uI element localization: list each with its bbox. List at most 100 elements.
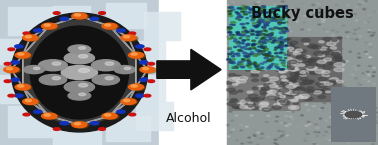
Circle shape: [255, 31, 258, 33]
Circle shape: [331, 10, 334, 11]
Circle shape: [259, 34, 262, 35]
Circle shape: [270, 62, 273, 63]
Circle shape: [355, 78, 358, 79]
Circle shape: [251, 99, 259, 102]
Circle shape: [238, 53, 248, 56]
Circle shape: [249, 47, 253, 49]
Circle shape: [283, 29, 286, 30]
Circle shape: [4, 67, 19, 72]
Circle shape: [296, 21, 299, 22]
Circle shape: [262, 37, 266, 38]
Circle shape: [18, 85, 24, 87]
Circle shape: [259, 53, 263, 54]
Circle shape: [282, 85, 290, 88]
Circle shape: [275, 64, 278, 65]
Circle shape: [233, 40, 237, 42]
Circle shape: [295, 95, 298, 96]
Circle shape: [117, 110, 125, 113]
Circle shape: [267, 90, 276, 93]
Circle shape: [322, 88, 330, 91]
Circle shape: [264, 71, 267, 72]
Circle shape: [268, 60, 272, 62]
Circle shape: [263, 54, 267, 56]
Circle shape: [246, 55, 249, 57]
Circle shape: [268, 74, 271, 75]
Circle shape: [316, 83, 321, 85]
FancyBboxPatch shape: [229, 40, 301, 111]
Circle shape: [283, 60, 285, 61]
Circle shape: [372, 122, 375, 123]
Circle shape: [273, 55, 278, 57]
Circle shape: [293, 94, 302, 97]
Circle shape: [239, 109, 242, 110]
Circle shape: [370, 35, 373, 36]
Circle shape: [322, 70, 330, 74]
Circle shape: [289, 97, 298, 101]
Circle shape: [292, 49, 301, 53]
Circle shape: [253, 49, 263, 53]
Circle shape: [243, 46, 247, 47]
Circle shape: [102, 113, 117, 119]
Circle shape: [283, 32, 286, 33]
Circle shape: [282, 27, 286, 29]
Circle shape: [244, 91, 247, 92]
Circle shape: [123, 99, 138, 105]
Circle shape: [25, 99, 40, 105]
Circle shape: [252, 41, 258, 43]
Circle shape: [326, 31, 329, 32]
Circle shape: [234, 64, 241, 66]
Circle shape: [236, 13, 240, 14]
Circle shape: [294, 71, 303, 75]
Circle shape: [255, 34, 258, 36]
Circle shape: [242, 43, 245, 44]
FancyBboxPatch shape: [278, 37, 342, 102]
Circle shape: [236, 34, 240, 35]
Circle shape: [280, 122, 284, 124]
Circle shape: [243, 53, 247, 54]
Circle shape: [270, 23, 273, 24]
Circle shape: [292, 17, 295, 19]
Circle shape: [345, 61, 349, 62]
Circle shape: [284, 16, 287, 17]
Circle shape: [284, 54, 287, 55]
Circle shape: [292, 93, 299, 95]
Circle shape: [358, 127, 361, 128]
Circle shape: [274, 83, 280, 85]
Circle shape: [373, 107, 376, 108]
Circle shape: [238, 50, 241, 51]
Circle shape: [6, 67, 21, 73]
Circle shape: [284, 29, 288, 30]
Circle shape: [323, 38, 332, 41]
Circle shape: [229, 91, 238, 94]
Circle shape: [312, 45, 321, 49]
Circle shape: [332, 50, 335, 51]
Circle shape: [363, 9, 366, 10]
Circle shape: [282, 44, 285, 45]
Circle shape: [228, 74, 236, 76]
Circle shape: [254, 15, 257, 17]
Circle shape: [262, 26, 266, 28]
Circle shape: [25, 99, 31, 102]
Circle shape: [364, 22, 367, 23]
Circle shape: [148, 80, 155, 83]
Circle shape: [274, 56, 277, 57]
Circle shape: [268, 77, 279, 81]
Circle shape: [318, 96, 325, 98]
Circle shape: [271, 27, 274, 28]
Circle shape: [273, 143, 276, 144]
Circle shape: [323, 72, 326, 74]
Circle shape: [43, 114, 59, 120]
Circle shape: [231, 56, 234, 57]
Circle shape: [240, 64, 243, 65]
Circle shape: [289, 45, 294, 47]
Circle shape: [278, 102, 285, 105]
Circle shape: [241, 143, 244, 144]
Circle shape: [365, 53, 368, 55]
Circle shape: [323, 103, 326, 104]
Circle shape: [235, 115, 238, 116]
Circle shape: [279, 71, 284, 73]
Circle shape: [256, 37, 258, 38]
Circle shape: [369, 65, 372, 67]
Circle shape: [257, 100, 263, 102]
Circle shape: [248, 94, 258, 98]
